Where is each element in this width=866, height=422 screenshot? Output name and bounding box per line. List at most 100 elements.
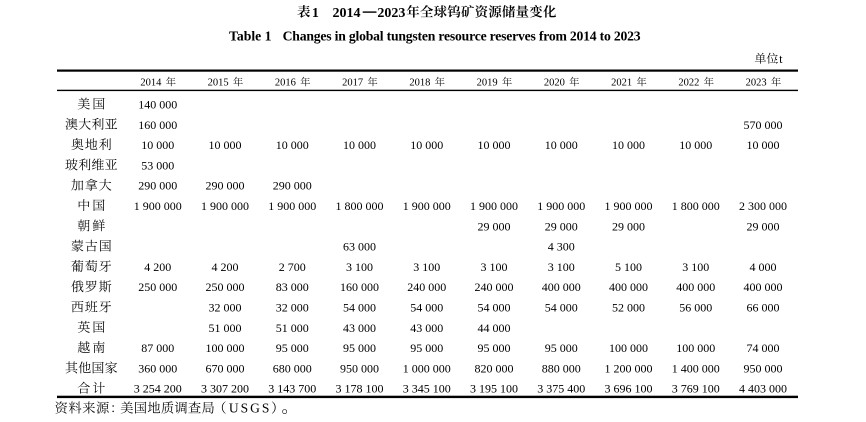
svg-text:10 000: 10 000	[478, 138, 511, 152]
svg-text:160 000: 160 000	[340, 280, 379, 294]
svg-text:Changes in global tungsten res: Changes in global tungsten resource rese…	[283, 29, 641, 44]
svg-text:52 000: 52 000	[612, 301, 645, 315]
svg-text:100 000: 100 000	[676, 341, 715, 355]
svg-text:100 000: 100 000	[609, 341, 648, 355]
svg-text:400 000: 400 000	[542, 280, 581, 294]
svg-text:400 000: 400 000	[676, 280, 715, 294]
svg-text:54 000: 54 000	[410, 301, 443, 315]
svg-text:USGS: USGS	[229, 401, 272, 416]
svg-text:63 000: 63 000	[343, 240, 376, 254]
svg-text:290 000: 290 000	[206, 179, 245, 193]
svg-text:680 000: 680 000	[273, 361, 312, 375]
svg-text:3 345 100: 3 345 100	[403, 382, 451, 396]
svg-text:10 000: 10 000	[141, 138, 174, 152]
svg-text:29 000: 29 000	[747, 219, 780, 233]
svg-text:290 000: 290 000	[273, 179, 312, 193]
svg-text:10 000: 10 000	[276, 138, 309, 152]
svg-text:2015: 2015	[208, 78, 229, 89]
svg-text:2021: 2021	[611, 78, 632, 89]
svg-text:360 000: 360 000	[138, 361, 177, 375]
svg-text:240 000: 240 000	[475, 280, 514, 294]
svg-text:2014: 2014	[333, 6, 361, 21]
svg-text:1 400 000: 1 400 000	[672, 361, 720, 375]
svg-text:83 000: 83 000	[276, 280, 309, 294]
svg-text:95 000: 95 000	[545, 341, 578, 355]
svg-text:2 300 000: 2 300 000	[739, 199, 787, 213]
svg-text:3 254 200: 3 254 200	[134, 382, 182, 396]
svg-text:1: 1	[312, 6, 319, 21]
svg-text:10 000: 10 000	[410, 138, 443, 152]
svg-text:56 000: 56 000	[679, 301, 712, 315]
svg-text:670 000: 670 000	[206, 361, 245, 375]
svg-text:570 000: 570 000	[744, 118, 783, 132]
svg-text::: :	[775, 56, 778, 66]
svg-text:3 100: 3 100	[413, 260, 440, 274]
svg-text:2023: 2023	[377, 6, 405, 21]
svg-text:2023: 2023	[746, 78, 767, 89]
svg-text:1 900 000: 1 900 000	[605, 199, 653, 213]
svg-text:95 000: 95 000	[276, 341, 309, 355]
svg-text:3 307 200: 3 307 200	[201, 382, 249, 396]
svg-text:250 000: 250 000	[206, 280, 245, 294]
svg-text:10 000: 10 000	[612, 138, 645, 152]
svg-text:1 900 000: 1 900 000	[403, 199, 451, 213]
svg-text:1 200 000: 1 200 000	[605, 361, 653, 375]
svg-text:1 800 000: 1 800 000	[336, 199, 384, 213]
svg-text:3 100: 3 100	[481, 260, 508, 274]
svg-text:2017: 2017	[342, 78, 363, 89]
svg-text:44 000: 44 000	[478, 321, 511, 335]
svg-text:2014: 2014	[140, 78, 162, 89]
svg-text:3 696 100: 3 696 100	[605, 382, 653, 396]
svg-text:950 000: 950 000	[340, 361, 379, 375]
svg-text:29 000: 29 000	[612, 219, 645, 233]
svg-text:290 000: 290 000	[138, 179, 177, 193]
svg-text:3 100: 3 100	[346, 260, 373, 274]
svg-text:250 000: 250 000	[138, 280, 177, 294]
svg-text:5 100: 5 100	[615, 260, 642, 274]
svg-text:29 000: 29 000	[545, 219, 578, 233]
svg-text:140 000: 140 000	[138, 98, 177, 112]
svg-text:820 000: 820 000	[475, 361, 514, 375]
svg-text:3 143 700: 3 143 700	[268, 382, 316, 396]
svg-text:43 000: 43 000	[410, 321, 443, 335]
svg-text:2018: 2018	[409, 78, 430, 89]
svg-text:880 000: 880 000	[542, 361, 581, 375]
svg-text:160 000: 160 000	[138, 118, 177, 132]
svg-text:74 000: 74 000	[747, 341, 780, 355]
svg-text:32 000: 32 000	[276, 301, 309, 315]
svg-text:4 200: 4 200	[212, 260, 239, 274]
svg-text:95 000: 95 000	[410, 341, 443, 355]
svg-text:240 000: 240 000	[407, 280, 446, 294]
svg-text:4 200: 4 200	[144, 260, 171, 274]
svg-text:1 000 000: 1 000 000	[403, 361, 451, 375]
svg-text:1 800 000: 1 800 000	[672, 199, 720, 213]
svg-text:10 000: 10 000	[545, 138, 578, 152]
svg-text:1 900 000: 1 900 000	[537, 199, 585, 213]
svg-text:43 000: 43 000	[343, 321, 376, 335]
svg-text:95 000: 95 000	[343, 341, 376, 355]
svg-text:1 900 000: 1 900 000	[201, 199, 249, 213]
svg-text:32 000: 32 000	[209, 301, 242, 315]
svg-text:400 000: 400 000	[609, 280, 648, 294]
svg-text:3 100: 3 100	[548, 260, 575, 274]
svg-text:29 000: 29 000	[478, 219, 511, 233]
svg-text:1 900 000: 1 900 000	[268, 199, 316, 213]
svg-text:4 300: 4 300	[548, 240, 575, 254]
svg-text:51 000: 51 000	[209, 321, 242, 335]
svg-text:4 403 000: 4 403 000	[739, 382, 787, 396]
svg-text:2022: 2022	[678, 78, 699, 89]
svg-text:95 000: 95 000	[478, 341, 511, 355]
svg-text:2020: 2020	[544, 78, 565, 89]
svg-text:51 000: 51 000	[276, 321, 309, 335]
svg-text:2 700: 2 700	[279, 260, 306, 274]
svg-text:1 900 000: 1 900 000	[134, 199, 182, 213]
svg-text:Table 1: Table 1	[229, 29, 272, 44]
svg-text:3 178 100: 3 178 100	[336, 382, 384, 396]
svg-text:10 000: 10 000	[747, 138, 780, 152]
svg-text:100 000: 100 000	[206, 341, 245, 355]
svg-text:53 000: 53 000	[141, 158, 174, 172]
svg-text:10 000: 10 000	[209, 138, 242, 152]
svg-text:66 000: 66 000	[747, 301, 780, 315]
svg-text:4 000: 4 000	[750, 260, 777, 274]
svg-text:3 769 100: 3 769 100	[672, 382, 720, 396]
